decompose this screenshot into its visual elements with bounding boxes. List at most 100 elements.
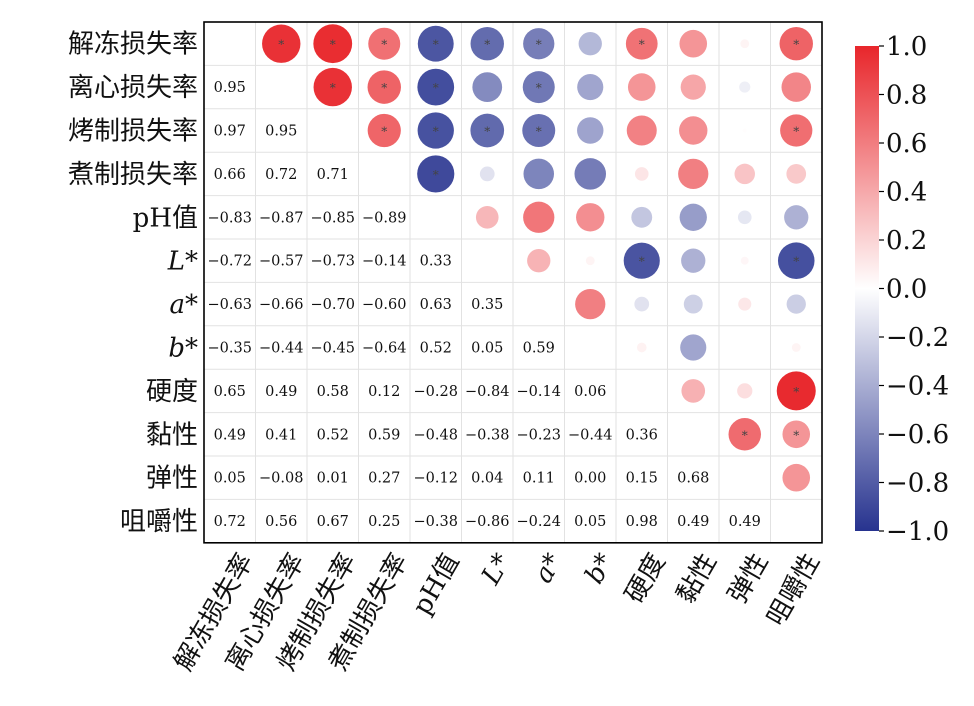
corr-circle [742,128,747,133]
corr-value-label: 0.63 [420,297,452,313]
corr-value-label: 0.49 [729,514,761,530]
corr-value-label: 0.11 [523,471,555,487]
corr-value-label: −0.73 [311,254,355,270]
significance-marker: * [433,81,439,95]
corr-value-label: −0.57 [259,254,303,270]
significance-marker: * [793,255,799,269]
corr-value-label: −0.44 [568,427,612,443]
corr-circle [313,67,352,107]
column-label: b* [579,549,620,590]
significance-marker: * [536,81,542,95]
corr-value-label: 0.25 [368,514,400,530]
colorbar-tick-label: −0.2 [886,323,949,353]
corr-circle [782,463,811,492]
corr-circle [522,71,555,104]
corr-value-label: 0.56 [265,514,297,530]
corr-value-label: 0.15 [626,471,658,487]
corr-value-label: −0.85 [311,210,355,226]
corr-circle [626,115,657,146]
corr-value-label: −0.63 [208,297,252,313]
significance-marker: * [433,125,439,139]
corr-value-label: 0.05 [214,471,246,487]
corr-value-label: −0.84 [465,384,509,400]
grid-lines [204,22,822,543]
corr-circle [683,294,703,314]
corr-circle [681,248,706,273]
corr-value-label: −0.38 [414,514,458,530]
corr-circle [623,242,660,279]
corr-value-label: −0.48 [414,427,458,443]
corr-value-label: −0.89 [362,210,406,226]
corr-value-label: 0.49 [265,384,297,400]
row-label: 黏性 [146,420,198,450]
colorbar-tick-label: 0.4 [886,178,927,208]
corr-circle [417,25,454,62]
row-label: pH值 [133,203,198,233]
corr-circle [776,371,816,411]
corr-circle [577,117,604,144]
corr-value-label: −0.83 [208,210,252,226]
corr-value-label: 0.95 [265,124,297,140]
colorbar-tick-label: 0.2 [886,226,927,256]
significance-marker: * [330,81,336,95]
corr-value-label: 0.33 [420,254,452,270]
corr-circle [577,74,604,101]
corr-circle [368,27,401,60]
corr-value-label: 0.95 [214,80,246,96]
colorbar-bar [855,46,879,531]
corr-circle [781,72,811,102]
significance-marker: * [793,125,799,139]
corr-circle [472,72,503,102]
corr-circle [680,74,706,100]
significance-marker: * [484,38,490,52]
significance-marker: * [639,38,645,52]
corr-circle [740,39,750,49]
corr-circle [734,163,755,185]
corr-value-label: 0.97 [214,124,246,140]
corr-circle [367,70,401,104]
row-label: L* [167,247,198,277]
corr-circle [739,81,751,93]
corr-circle [479,166,495,182]
corr-circle [417,68,455,106]
corr-value-label: −0.14 [362,254,406,270]
column-label: 弹性 [723,549,775,609]
row-label: 煮制损失率 [68,160,198,190]
corr-value-label: −0.12 [414,471,458,487]
corr-circle [470,26,504,61]
corr-value-label: 0.04 [471,471,503,487]
significance-marker: * [330,38,336,52]
corr-circle [585,256,595,266]
corr-value-label: 0.52 [317,427,349,443]
significance-marker: * [793,428,799,442]
corr-circle [679,116,708,145]
corr-value-label: 0.05 [471,341,503,357]
corr-value-label: 0.49 [677,514,709,530]
corr-circle [737,210,752,225]
significance-marker: * [484,125,490,139]
row-label: 离心损失率 [68,73,198,103]
colorbar-tick-label: 0.0 [886,275,927,305]
corr-circle [367,113,401,148]
corr-circle [782,420,811,449]
corr-value-label: 0.59 [523,341,555,357]
corr-value-label: −0.23 [517,427,561,443]
corr-value-label: 0.67 [317,514,349,530]
corr-circle [740,256,749,265]
significance-marker: * [793,385,799,399]
column-label: pH值 [407,549,466,621]
corr-value-label: 0.27 [368,471,400,487]
corr-circle [575,288,606,320]
column-label: a* [529,549,569,589]
colorbar-tick-label: 0.6 [886,129,927,159]
corr-value-label: −0.87 [259,210,303,226]
corr-circle [737,383,753,399]
row-label: 解冻损失率 [68,30,198,60]
corr-circle [786,294,806,314]
corr-value-label: −0.45 [311,341,355,357]
row-label: 烤制损失率 [68,117,198,147]
significance-marker: * [536,125,542,139]
colorbar-tick-label: 1.0 [886,32,927,62]
